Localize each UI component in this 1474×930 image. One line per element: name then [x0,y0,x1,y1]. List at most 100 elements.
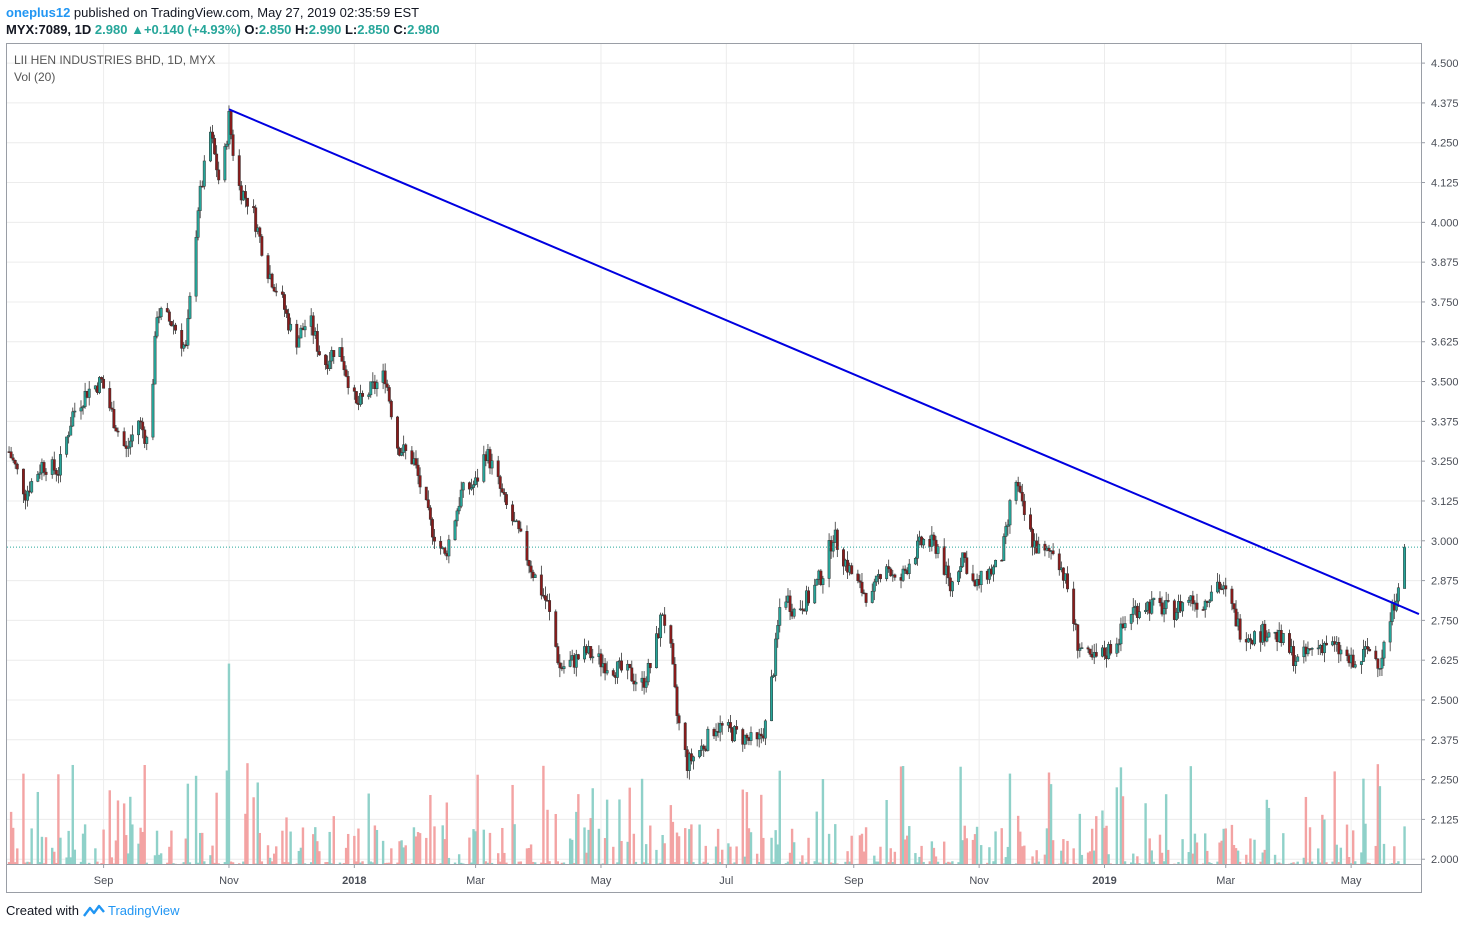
candle-body [856,573,860,582]
candle-body [398,448,401,456]
trendline[interactable] [228,108,1420,615]
candle-body [1296,656,1300,662]
candle-body [472,484,475,488]
candle-body [229,110,233,135]
candle-body [683,722,687,750]
candle-body [246,197,249,207]
volume-bar [790,828,794,864]
candle-body [620,660,623,671]
y-tick-label: 3.625 [1431,337,1459,349]
volume-bar [1232,844,1236,864]
volume-bar [497,853,500,864]
time-axis[interactable]: Sep Nov 2018 Mar May Jul Sep Nov 2019 Mar May [94,864,1362,887]
candle-body [663,614,667,626]
volume-bar [716,828,720,864]
tradingview-link[interactable]: TradingView [107,903,180,918]
candle-body [1129,614,1133,624]
volume-bar [1090,828,1094,864]
candle-body [556,646,560,664]
volume-bar [215,792,218,864]
volume-bar [721,849,724,864]
volume-bar [412,827,416,864]
volume-bar [303,863,307,864]
volume-bar [949,862,952,864]
candle-body [354,391,358,404]
volume-bar [920,845,923,864]
volume-bar [942,841,946,864]
volume-bar [1181,839,1184,864]
y-tick-label: 2.375 [1431,735,1459,747]
candle-body [274,290,278,293]
volume-bar [801,855,804,864]
volume-bar [470,862,473,864]
volume-bar [505,862,508,864]
volume-bar [1364,823,1367,864]
volume-bar [589,818,592,864]
candle-body [728,722,732,729]
volume-bar [112,863,116,864]
price-axis[interactable]: 4.500 4.375 4.250 4.125 4.000 3.875 3.750 3.625… [1421,58,1459,866]
volume-bar [194,775,198,864]
candle-body [922,538,926,546]
volume-bar [400,840,403,864]
volume-bar [1045,828,1049,864]
candle-body [913,558,917,565]
candle-body [1020,491,1024,502]
volume-bar [554,814,557,864]
volume-bar [620,841,623,864]
candle-body [1230,588,1234,604]
volume-bar [289,831,292,864]
candle-body [850,565,854,575]
volume-bar [1208,862,1211,864]
candle-body [387,387,391,402]
candle-body [842,549,845,567]
candle-body [453,520,457,540]
y-tick-label: 2.750 [1431,615,1459,627]
candle-body [1345,649,1349,656]
candle-body [971,573,975,581]
volume-bar [1119,767,1123,864]
candle-body [67,434,71,438]
candle-body [174,324,177,331]
volume-bar [1000,828,1003,864]
volume-bar [297,850,301,864]
candle-body [1388,621,1392,643]
candle-body [237,155,241,186]
y-tick-label: 4.500 [1431,58,1459,70]
volume-bar [453,862,457,864]
volume-bar [155,830,159,864]
author-link[interactable]: oneplus12 [6,5,71,20]
volume-bar [671,821,675,864]
candle-body [648,663,652,669]
candle-body [1351,654,1355,668]
volume-bar [381,840,385,864]
volume-bar [59,837,62,864]
volume-bar [141,831,144,864]
candle-body [1008,500,1012,526]
volume-bar [299,847,303,864]
volume-bar [899,766,903,864]
volume-bar [254,863,257,864]
x-tick-label: May [1341,875,1362,887]
x-tick-label: Mar [466,875,485,887]
volume-bar [583,827,586,864]
volume-bar [947,861,950,864]
candle-body [1078,648,1082,651]
volume-bar [7,862,11,864]
volume-bar [53,851,56,864]
volume-bar [1037,861,1040,864]
candle-body [211,131,214,139]
candle-body [599,653,603,668]
candle-body [98,377,101,393]
volume-bar [1261,852,1264,864]
candle-body [400,452,404,456]
volume-bar [618,799,621,864]
volume-bar [918,856,921,864]
candle-body [743,734,747,745]
candle-body [757,733,761,740]
candle-body [992,566,995,575]
candle-body [126,446,130,449]
volume-bar [1144,803,1147,864]
volume-bar [556,861,560,864]
